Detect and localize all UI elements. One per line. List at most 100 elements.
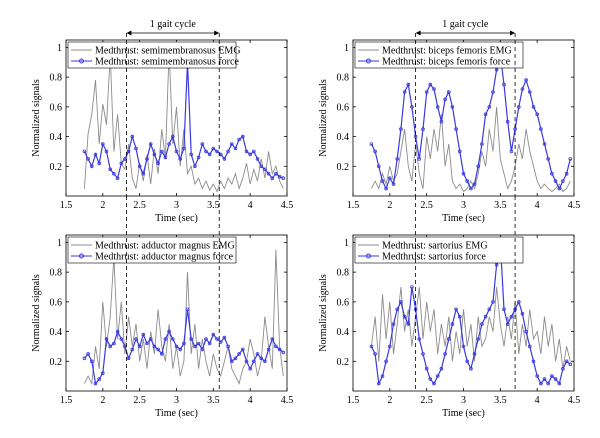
force-point <box>277 347 282 352</box>
force-point <box>446 337 451 341</box>
force-point <box>446 90 451 94</box>
force-point <box>189 337 194 341</box>
force-point <box>472 182 477 186</box>
y-tick-label: 0.2 <box>50 357 63 368</box>
force-point <box>115 176 120 181</box>
force-point <box>428 82 433 87</box>
y-tick-label: 0.8 <box>337 73 350 84</box>
force-point <box>130 347 135 352</box>
force-point <box>226 149 230 154</box>
force-point <box>152 152 157 157</box>
force-point <box>432 87 436 91</box>
force-point <box>167 329 171 334</box>
force-point <box>531 105 536 109</box>
y-tick-label: 0.6 <box>337 297 350 308</box>
x-tick-label: 4.5 <box>281 200 294 211</box>
y-axis-label: Normalized signals <box>318 274 329 352</box>
legend-box <box>67 236 237 264</box>
force-point <box>145 157 149 161</box>
x-tick-label: 4.5 <box>568 395 581 406</box>
force-point <box>263 167 267 172</box>
force-point <box>421 352 425 356</box>
force-point <box>520 311 525 316</box>
legend-marker <box>366 58 371 64</box>
force-point <box>112 171 116 176</box>
legend-label-emg: Medthrust: sartorius EMG <box>382 241 488 252</box>
force-point <box>204 337 208 341</box>
force-point <box>402 90 407 94</box>
gait-arrow-right-head <box>214 30 220 36</box>
force-point <box>450 322 455 326</box>
legend-label-force: Medthrust: biceps femoris force <box>382 57 511 68</box>
force-point <box>101 371 105 376</box>
force-point <box>171 337 175 341</box>
force-point <box>502 307 506 312</box>
legend: Medthrust: biceps femoris EMGMedthrust: … <box>354 41 524 69</box>
force-point <box>424 90 429 94</box>
force-point <box>564 171 569 176</box>
x-tick-label: 2 <box>387 395 392 406</box>
force-point <box>399 300 403 304</box>
x-tick-label: 4 <box>248 395 253 406</box>
force-point <box>266 347 271 352</box>
force-point <box>531 359 536 364</box>
y-axis-label: Normalized signals <box>31 274 42 352</box>
y-tick-label: 0.2 <box>337 357 350 368</box>
force-point <box>369 142 374 146</box>
force-point <box>104 337 109 341</box>
force-point <box>178 347 183 352</box>
force-point <box>200 142 205 146</box>
y-tick-label: 1 <box>57 238 62 249</box>
legend-marker <box>79 58 84 64</box>
gait-arrow-left-head <box>415 30 421 36</box>
force-point <box>469 186 473 191</box>
panel-bottom-left: 1.5 2 2.5 3 3.5 4 4.5 0.2 0.4 0.6 0.8 1 Time (sec) No… <box>31 234 293 419</box>
force-point <box>222 157 227 161</box>
legend-label-emg: Medthrust: biceps femoris EMG <box>382 46 512 57</box>
force-point <box>527 344 532 349</box>
force-point <box>553 377 558 381</box>
force-point <box>509 314 514 319</box>
force-point <box>90 164 94 169</box>
series-line-force <box>83 62 284 180</box>
force-point <box>487 307 492 312</box>
force-point <box>193 164 197 169</box>
force-point <box>491 300 495 304</box>
x-tick-label: 3 <box>174 200 179 211</box>
x-tick-label: 3.5 <box>207 200 220 211</box>
x-tick-label: 2.5 <box>420 395 433 406</box>
force-point <box>550 171 554 176</box>
force-point <box>259 356 264 361</box>
x-tick-label: 2.5 <box>133 395 146 406</box>
legend-label-emg: Medthrust: semimembranosus EMG <box>95 46 241 57</box>
force-point <box>255 352 260 356</box>
x-tick-label: 4 <box>535 395 540 406</box>
series-line-emg <box>83 249 284 386</box>
force-point <box>259 164 264 169</box>
force-point <box>524 78 528 82</box>
force-point <box>443 97 447 102</box>
force-point <box>461 171 466 176</box>
force-point <box>248 152 253 157</box>
force-point <box>123 157 127 161</box>
force-point <box>182 146 186 151</box>
x-tick-label: 1.5 <box>60 200 73 211</box>
force-point <box>204 149 208 154</box>
force-point <box>141 332 146 337</box>
y-axis-label: Normalized signals <box>31 79 42 157</box>
force-point <box>193 344 197 349</box>
x-tick-label: 1.5 <box>347 395 360 406</box>
force-point <box>241 134 245 139</box>
force-point <box>487 105 492 109</box>
y-tick-label: 0.4 <box>337 132 350 143</box>
x-tick-label: 4 <box>535 200 540 211</box>
series-line-emg <box>370 286 571 369</box>
force-point <box>469 366 473 371</box>
force-point <box>557 186 562 191</box>
x-tick-label: 1.5 <box>347 200 360 211</box>
x-axis-label: Time (sec) <box>442 213 485 224</box>
x-tick-label: 4.5 <box>568 200 581 211</box>
force-point <box>454 307 458 312</box>
force-point <box>226 344 230 349</box>
force-point <box>148 142 153 146</box>
